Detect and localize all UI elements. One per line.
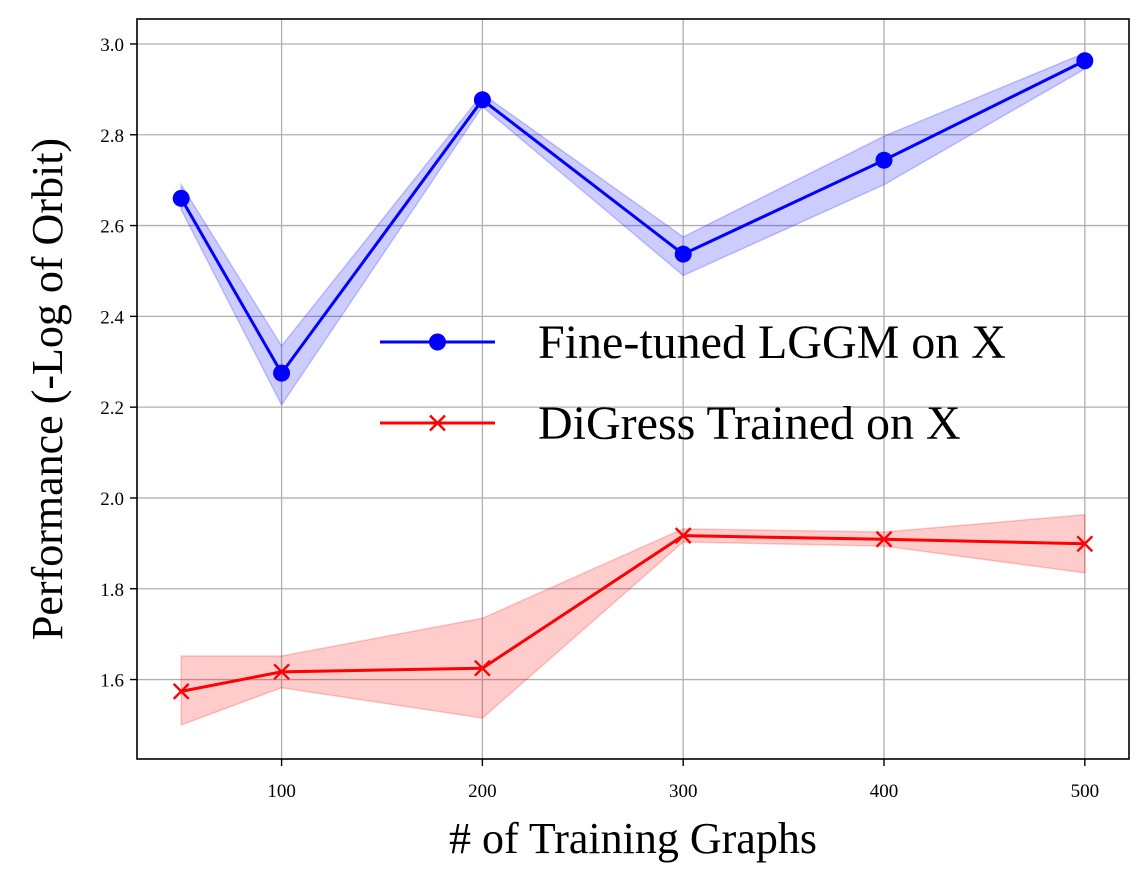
- x-tick-label: 400: [870, 781, 899, 802]
- x-axis-title: # of Training Graphs: [449, 814, 817, 863]
- data-point: [875, 151, 893, 169]
- data-point: [674, 245, 692, 263]
- legend-label-0: Fine-tuned LGGM on X: [538, 316, 1006, 369]
- y-tick-label: 2.8: [100, 126, 124, 147]
- x-tick-label: 100: [267, 781, 296, 802]
- y-tick-label: 3.0: [100, 35, 124, 56]
- y-tick-label: 2.6: [100, 217, 124, 238]
- legend-item-0: Fine-tuned LGGM on X: [380, 316, 1006, 369]
- confidence-band-1: [180, 513, 1086, 727]
- x-tick-label: 300: [669, 781, 698, 802]
- data-point: [875, 530, 893, 548]
- data-point: [1076, 52, 1094, 70]
- marker-layer: [172, 52, 1094, 700]
- legend-item-1: DiGress Trained on X: [380, 397, 961, 450]
- series-line-0: [179, 59, 1087, 375]
- y-tick-label: 2.0: [100, 489, 124, 510]
- legend: Fine-tuned LGGM on X DiGress Trained on X: [380, 316, 1006, 450]
- y-tick-label: 2.2: [100, 398, 124, 419]
- x-tick-label: 500: [1071, 781, 1100, 802]
- series-line-layer: [179, 59, 1087, 693]
- data-point: [474, 659, 491, 677]
- data-point: [172, 683, 190, 700]
- data-point: [273, 663, 290, 681]
- tick-layer: 100 200 300 400 500 1.6 1.8 2.0 2.2 2.4 2.6 2.8 3.0: [100, 35, 1099, 802]
- legend-marker-circle: [429, 333, 446, 351]
- data-point: [273, 364, 291, 382]
- series-line-1: [179, 534, 1087, 693]
- plot-frame: [136, 18, 1130, 760]
- legend-label-1: DiGress Trained on X: [538, 397, 961, 450]
- y-tick-label: 1.8: [100, 580, 124, 601]
- confidence-band-layer: [180, 51, 1086, 727]
- legend-marker-x: [429, 414, 446, 432]
- data-point: [473, 91, 491, 109]
- y-axis-title: Performance (-Log of Orbit): [23, 138, 72, 640]
- y-tick-label: 2.4: [100, 307, 124, 328]
- y-tick-label: 1.6: [100, 671, 124, 692]
- data-point: [172, 189, 190, 207]
- x-tick-label: 200: [468, 781, 497, 802]
- grid-layer: [137, 19, 1129, 759]
- data-point: [1076, 535, 1094, 553]
- data-point: [674, 527, 692, 544]
